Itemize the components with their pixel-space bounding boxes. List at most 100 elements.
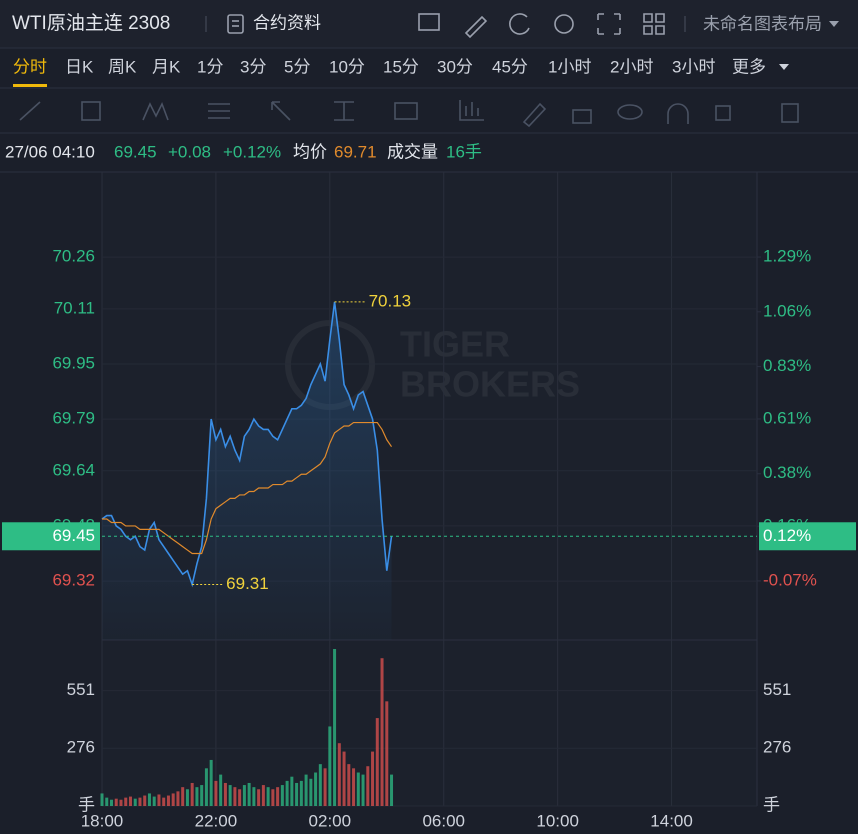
more-arrow[interactable] <box>779 64 789 70</box>
instrument-title[interactable]: WTI原油主连 2308 <box>12 12 170 34</box>
volume-bar <box>295 782 299 806</box>
x-tick-label: 22:00 <box>195 811 238 830</box>
volume-bar <box>185 789 189 806</box>
period-tab[interactable]: 45分 <box>492 57 528 76</box>
plot-background <box>102 172 757 806</box>
period-tab[interactable]: 1分 <box>197 57 223 76</box>
y2-tick-label: 0.83% <box>763 356 811 375</box>
shape-tool[interactable] <box>81 101 101 121</box>
settings-icon[interactable] <box>554 14 574 34</box>
volume-bar <box>271 789 275 806</box>
indicator-icon[interactable] <box>418 13 440 31</box>
period-tab[interactable]: 日K <box>65 57 94 76</box>
trendline-tool[interactable] <box>19 101 41 121</box>
volume-bar <box>380 658 384 806</box>
text-tool[interactable] <box>394 102 418 120</box>
volume-tick-label: 手 <box>78 795 95 814</box>
info-change: +0.08 <box>168 142 211 161</box>
dropdown-arrow[interactable] <box>829 21 839 27</box>
y2-tick-label: 0.61% <box>763 408 811 427</box>
volume-bar <box>228 785 232 806</box>
lock-tool[interactable] <box>572 109 592 124</box>
refresh-icon[interactable] <box>509 13 530 35</box>
fullscreen-icon[interactable] <box>597 13 621 35</box>
volume-bar <box>361 774 365 806</box>
volume-bar <box>318 764 322 806</box>
volume-bar <box>390 774 394 806</box>
volume-bar <box>181 787 185 806</box>
pen-tool[interactable] <box>522 102 547 128</box>
y-tick-label: 69.32 <box>52 571 95 590</box>
info-bar: 27/06 04:10 69.45 +0.08 +0.12% 均价 69.71 … <box>5 142 482 161</box>
volume-bar <box>105 797 109 806</box>
period-tab[interactable]: 2小时 <box>610 57 653 76</box>
extreme-label: 69.31 <box>226 574 269 593</box>
volume-bar <box>238 789 242 806</box>
info-volume-label: 成交量 <box>387 142 438 161</box>
y-tick-label: 70.26 <box>52 247 95 266</box>
visibility-tool[interactable] <box>617 104 643 120</box>
y-tick-label: 69.64 <box>52 460 95 479</box>
volume-bar <box>375 718 379 806</box>
volume-bar <box>124 797 128 806</box>
volume-bar <box>261 785 265 806</box>
period-tab[interactable]: 3分 <box>240 57 266 76</box>
period-tab[interactable]: 周K <box>108 57 137 76</box>
period-tab[interactable]: 1小时 <box>548 57 591 76</box>
volume-bar <box>143 795 147 806</box>
volume-bar <box>333 649 337 806</box>
arrow-tool[interactable] <box>271 101 291 121</box>
volume-bar <box>128 796 132 806</box>
current-change-label: 0.12% <box>763 526 811 545</box>
volume-bar <box>257 789 261 806</box>
volume-bar <box>323 768 327 806</box>
magnet-tool[interactable] <box>667 103 689 124</box>
period-tab[interactable]: 30分 <box>437 57 473 76</box>
volume-bar <box>337 743 341 806</box>
layers-tool[interactable] <box>715 105 731 121</box>
active-underline <box>13 84 47 87</box>
pattern-tool[interactable] <box>142 102 169 121</box>
measure-tool[interactable] <box>334 101 354 121</box>
volume-bar <box>109 799 113 806</box>
contract-info-button[interactable]: 合约资料 <box>227 13 321 34</box>
fib-tool[interactable] <box>208 103 230 119</box>
current-price-label: 69.45 <box>52 526 95 545</box>
x-tick-label: 14:00 <box>650 811 693 830</box>
current-price-box <box>2 522 100 551</box>
period-tab[interactable]: 月K <box>152 57 181 76</box>
volume-bar <box>356 772 360 806</box>
volume-bar <box>242 785 246 806</box>
volume-tick-label: 551 <box>67 680 95 699</box>
info-avg-price: 69.71 <box>334 142 377 161</box>
period-tab[interactable]: 5分 <box>284 57 310 76</box>
period-tab[interactable]: 分时 <box>13 57 47 76</box>
volume-bar <box>247 782 251 806</box>
range-tool[interactable] <box>459 100 484 121</box>
delete-tool[interactable] <box>781 103 799 123</box>
layout-name[interactable]: 未命名图表布局 <box>703 14 822 33</box>
volume-bar <box>366 766 370 806</box>
period-tab[interactable]: 10分 <box>329 57 365 76</box>
x-tick-label: 02:00 <box>309 811 352 830</box>
volume-tick-label: 551 <box>763 680 791 699</box>
volume-bar <box>204 768 208 806</box>
contract-info: 合约资料 <box>253 13 321 32</box>
layout-icon[interactable] <box>643 13 665 35</box>
y2-tick-label: 1.06% <box>763 301 811 320</box>
watermark: BROKERS <box>400 364 580 405</box>
volume-bar <box>166 795 170 806</box>
x-tick-label: 06:00 <box>422 811 465 830</box>
volume-bar <box>304 774 308 806</box>
drawing-toolbar <box>19 100 799 128</box>
volume-bar <box>342 751 346 806</box>
period-tab[interactable]: 15分 <box>383 57 419 76</box>
draw-icon[interactable] <box>464 15 488 39</box>
volume-bar <box>328 726 332 806</box>
period-tab[interactable]: 3小时 <box>672 57 715 76</box>
period-tab[interactable]: 更多 <box>732 57 766 76</box>
volume-bar <box>233 787 237 806</box>
volume-bar <box>309 778 313 806</box>
